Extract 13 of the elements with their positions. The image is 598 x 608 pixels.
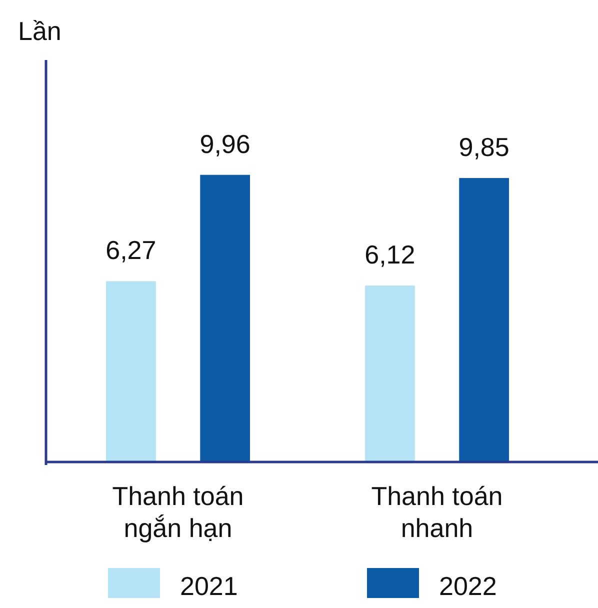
data-label: 6,12: [364, 240, 416, 270]
y-axis-title: Lần: [18, 16, 62, 46]
bar: [365, 286, 415, 462]
data-label: 9,85: [458, 132, 510, 162]
legend-label: 2022: [439, 571, 497, 601]
bar: [200, 174, 250, 462]
x-tick-label: Thanh toán nhanh: [371, 481, 503, 543]
x-tick-label: Thanh toán ngắn hạn: [112, 481, 244, 543]
data-label: 6,27: [106, 235, 156, 266]
bar: [106, 281, 156, 462]
bar: [459, 178, 509, 462]
data-label: 9,96: [200, 128, 250, 159]
legend-label: 2021: [180, 571, 238, 601]
